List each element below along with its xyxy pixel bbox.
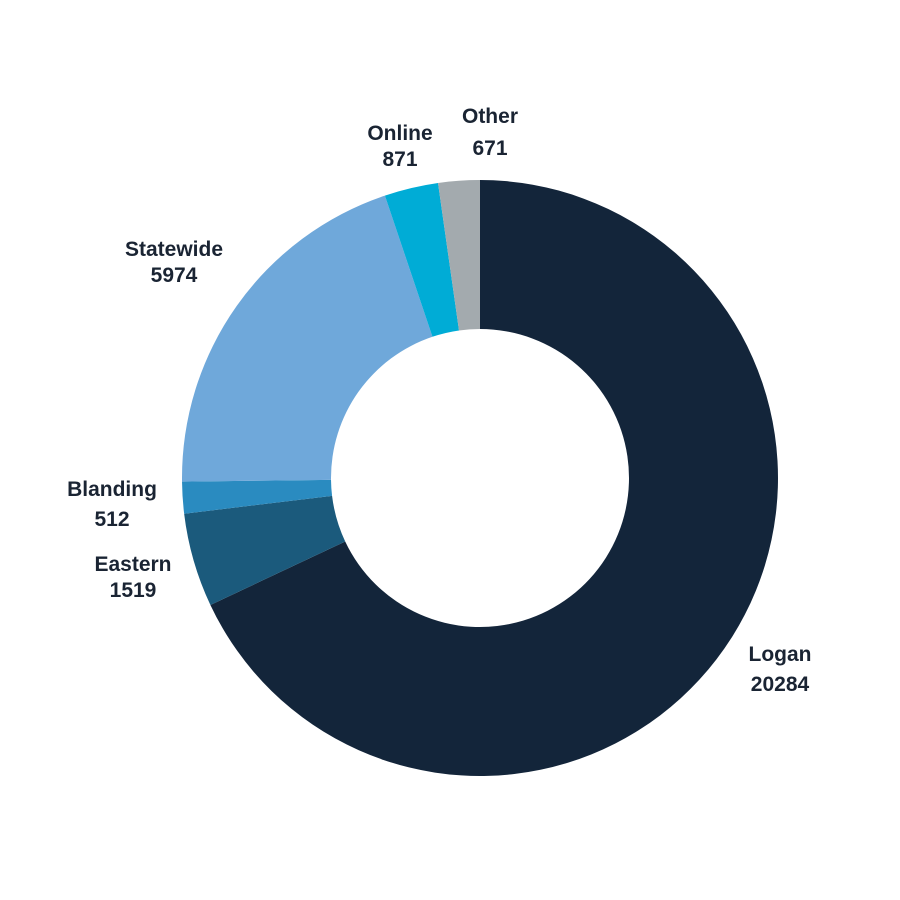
slice-eastern <box>184 495 346 605</box>
label-other: Other 671 <box>440 104 540 162</box>
label-name: Online <box>367 122 433 145</box>
slice-statewide <box>182 195 433 482</box>
slice-online <box>384 182 460 337</box>
label-statewide: Statewide 5974 <box>100 237 248 289</box>
label-logan: Logan 20284 <box>730 642 830 698</box>
label-eastern: Eastern 1519 <box>78 552 188 604</box>
label-value: 1519 <box>109 579 157 602</box>
label-value: 871 <box>382 148 418 171</box>
label-value: 5974 <box>150 264 198 287</box>
label-name: Logan <box>748 643 812 666</box>
label-value: 671 <box>472 137 508 160</box>
label-name: Eastern <box>94 553 172 576</box>
label-online: Online 871 <box>350 121 450 173</box>
label-value: 20284 <box>750 673 810 696</box>
label-blanding: Blanding 512 <box>52 477 172 533</box>
label-name: Blanding <box>67 478 157 501</box>
slice-logan <box>210 180 779 776</box>
slice-other <box>438 180 480 331</box>
label-name: Statewide <box>124 238 224 261</box>
label-value: 512 <box>94 508 130 531</box>
label-name: Other <box>461 105 518 128</box>
slice-blanding <box>182 479 333 514</box>
